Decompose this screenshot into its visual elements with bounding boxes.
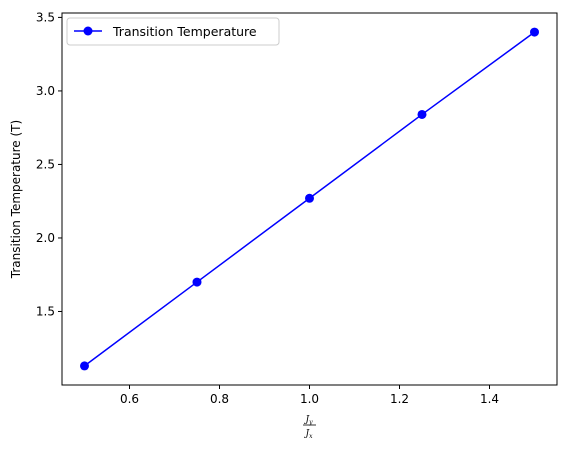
y-tick-label: 2.0 bbox=[36, 231, 55, 245]
x-axis-label-numerator: Jy bbox=[304, 415, 314, 426]
x-tick-label: 1.2 bbox=[390, 392, 409, 406]
y-axis: 1.5 2.0 2.5 3.0 3.5 bbox=[36, 10, 62, 318]
x-tick-label: 0.8 bbox=[210, 392, 229, 406]
x-axis-label: Jy Jx bbox=[303, 415, 316, 440]
y-tick-label: 3.0 bbox=[36, 84, 55, 98]
y-axis-label: Transition Temperature (T) bbox=[9, 120, 23, 279]
x-axis: 0.6 0.8 1.0 1.2 1.4 bbox=[120, 385, 499, 406]
legend-marker-sample bbox=[83, 26, 93, 36]
data-point bbox=[192, 277, 202, 287]
x-tick-label: 0.6 bbox=[120, 392, 139, 406]
legend-box bbox=[66, 17, 280, 46]
data-point bbox=[80, 361, 89, 371]
x-tick-label: 1.0 bbox=[300, 392, 319, 406]
data-point bbox=[417, 109, 427, 119]
x-axis-label-denominator: Jx bbox=[304, 429, 314, 440]
x-tick-label: 1.4 bbox=[480, 392, 499, 406]
plot-content bbox=[80, 27, 539, 371]
legend-label: Transition Temperature bbox=[112, 24, 257, 39]
y-tick-label: 3.5 bbox=[36, 10, 55, 24]
data-point bbox=[530, 27, 539, 37]
data-point bbox=[305, 193, 314, 203]
y-tick-label: 1.5 bbox=[36, 304, 55, 318]
y-tick-label: 2.5 bbox=[36, 157, 55, 171]
legend: Transition Temperature bbox=[66, 17, 280, 46]
